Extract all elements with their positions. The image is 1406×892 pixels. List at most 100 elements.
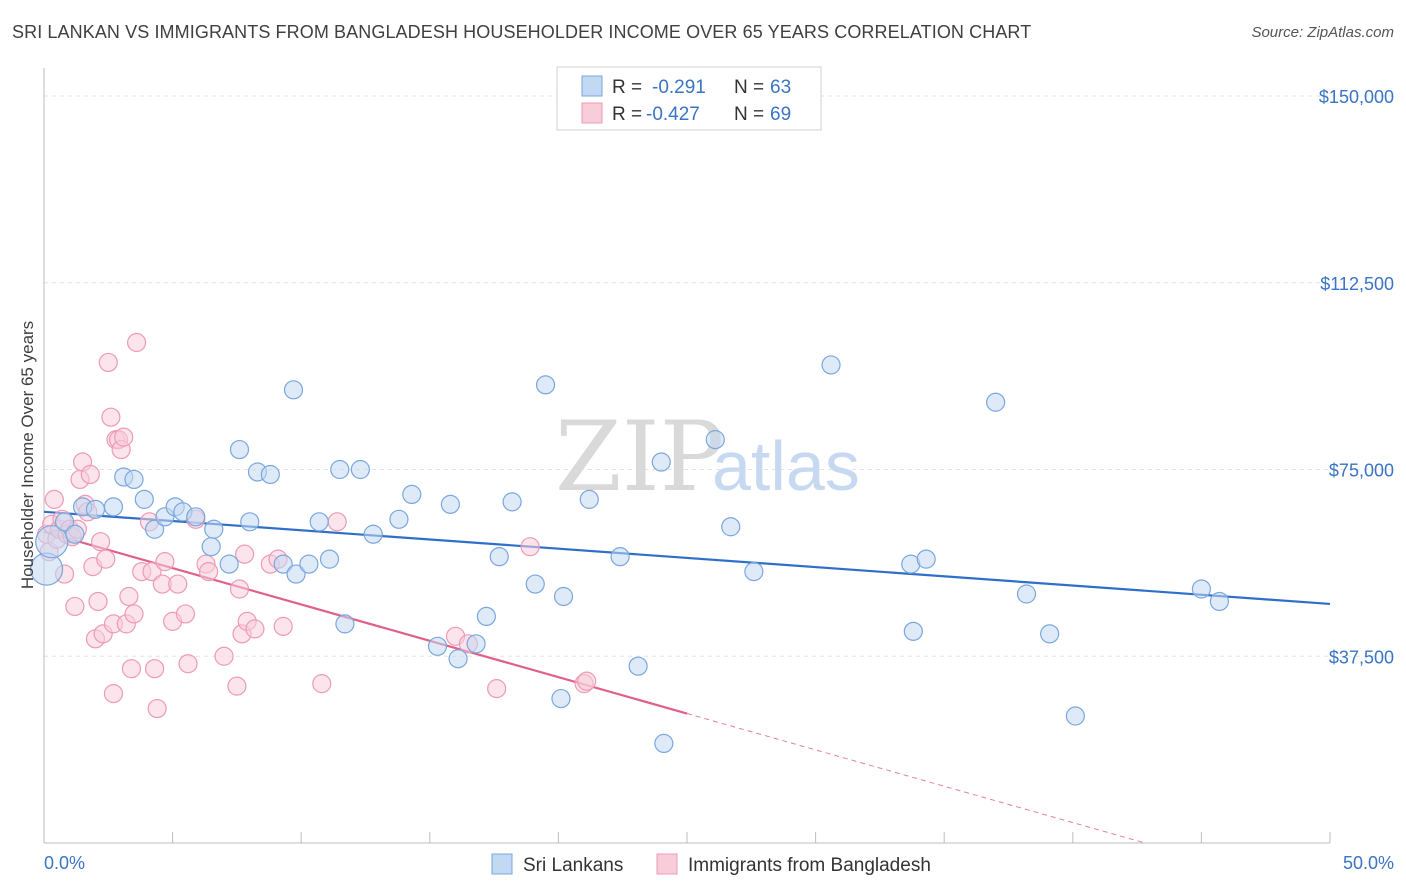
point-sri-lankans	[219, 554, 239, 574]
point-sri-lankans	[35, 525, 69, 559]
legend-swatch-bangladesh	[581, 102, 603, 124]
point-sri-lankans	[1191, 579, 1212, 599]
bottom-legend: Sri Lankans Immigrants from Bangladesh	[491, 853, 931, 876]
point-sri-lankans	[144, 519, 165, 539]
point-sri-lankans	[240, 512, 260, 532]
point-sri-lankans	[309, 512, 329, 532]
bottom-legend-label-1: Sri Lankans	[523, 855, 623, 876]
point-bangladesh	[119, 586, 139, 607]
point-bangladesh	[175, 604, 196, 624]
point-sri-lankans	[535, 375, 556, 395]
point-sri-lankans	[124, 469, 144, 490]
point-bangladesh	[144, 659, 165, 679]
x-tick-label-max: 50.0%	[1343, 853, 1394, 873]
point-bangladesh	[227, 676, 247, 696]
point-sri-lankans	[402, 484, 422, 504]
point-sri-lankans	[350, 459, 370, 480]
point-bangladesh	[168, 574, 188, 594]
point-sri-lankans	[186, 507, 206, 527]
point-bangladesh	[147, 698, 167, 719]
point-sri-lankans	[330, 459, 350, 480]
point-sri-lankans	[319, 549, 340, 569]
point-bangladesh	[487, 679, 507, 699]
point-sri-lankans	[721, 517, 741, 537]
point-sri-lankans	[1016, 584, 1037, 604]
watermark-atlas: atlas	[712, 427, 860, 505]
point-bangladesh	[96, 549, 116, 569]
point-bangladesh	[126, 332, 147, 353]
point-sri-lankans	[440, 494, 460, 514]
point-bangladesh	[124, 604, 144, 624]
point-bangladesh	[90, 532, 111, 552]
point-sri-lankans	[85, 499, 106, 519]
point-sri-lankans	[525, 574, 545, 594]
point-sri-lankans	[903, 621, 923, 641]
point-bangladesh	[101, 407, 121, 427]
point-sri-lankans	[705, 430, 725, 450]
bottom-legend-label-2: Immigrants from Bangladesh	[688, 855, 931, 876]
point-bangladesh	[312, 674, 332, 694]
gridlines	[44, 95, 1394, 657]
point-bangladesh	[235, 544, 255, 564]
point-sri-lankans	[103, 497, 124, 517]
point-sri-lankans	[744, 561, 764, 582]
legend-n-value-1: 63	[770, 77, 791, 98]
point-sri-lankans	[427, 636, 448, 656]
point-bangladesh	[520, 537, 540, 557]
data-points	[29, 332, 1230, 754]
axes	[43, 68, 1331, 844]
legend-n-label-1: N =	[734, 77, 764, 98]
legend-r-label-2: R =	[612, 104, 642, 125]
point-sri-lankans	[476, 606, 496, 627]
source-label: Source: ZipAtlas.com	[1251, 24, 1394, 41]
point-sri-lankans	[363, 524, 383, 544]
point-sri-lankans	[65, 524, 85, 544]
point-sri-lankans	[1209, 591, 1230, 612]
legend-n-label-2: N =	[734, 104, 764, 125]
point-sri-lankans	[551, 688, 571, 709]
point-bangladesh	[245, 619, 265, 639]
legend-r-value-2: -0.427	[646, 104, 700, 125]
point-sri-lankans	[610, 547, 630, 567]
point-sri-lankans	[579, 489, 599, 509]
point-bangladesh	[103, 683, 124, 704]
y-axis-title: Householder Income Over 65 years	[18, 321, 37, 589]
point-sri-lankans	[389, 509, 409, 529]
y-tick-label: $150,000	[1319, 87, 1394, 107]
point-bangladesh	[114, 427, 134, 447]
point-sri-lankans	[654, 733, 674, 754]
point-bangladesh	[577, 671, 597, 691]
legend-r-value-1: -0.291	[652, 77, 706, 98]
point-sri-lankans	[466, 634, 486, 654]
y-tick-label: $112,500	[1320, 274, 1394, 294]
legend-n-value-2: 69	[770, 104, 791, 125]
point-sri-lankans	[502, 492, 522, 512]
point-sri-lankans	[335, 614, 355, 634]
point-sri-lankans	[1065, 706, 1085, 726]
point-sri-lankans	[134, 489, 154, 509]
point-sri-lankans	[299, 554, 319, 574]
point-sri-lankans	[1040, 624, 1060, 644]
point-sri-lankans	[986, 392, 1006, 412]
point-sri-lankans	[448, 649, 468, 669]
y-tick-label: $37,500	[1329, 647, 1394, 667]
point-sri-lankans	[916, 549, 936, 569]
point-sri-lankans	[54, 512, 75, 532]
point-bangladesh	[155, 552, 175, 572]
x-tick-label-min: 0.0%	[44, 853, 85, 873]
point-bangladesh	[88, 591, 108, 612]
point-sri-lankans	[283, 380, 304, 400]
point-bangladesh	[178, 654, 198, 674]
point-sri-lankans	[201, 537, 221, 557]
point-sri-lankans	[229, 439, 250, 460]
legend: R = -0.291 N = 63 R = -0.427 N = 69	[556, 66, 822, 131]
point-bangladesh	[80, 464, 100, 485]
point-bangladesh	[199, 561, 219, 582]
legend-r-label-1: R =	[612, 77, 642, 98]
point-bangladesh	[142, 561, 162, 582]
point-sri-lankans	[286, 564, 306, 584]
point-bangladesh	[229, 579, 250, 599]
point-bangladesh	[65, 596, 85, 617]
bottom-legend-swatch-1	[491, 853, 513, 875]
